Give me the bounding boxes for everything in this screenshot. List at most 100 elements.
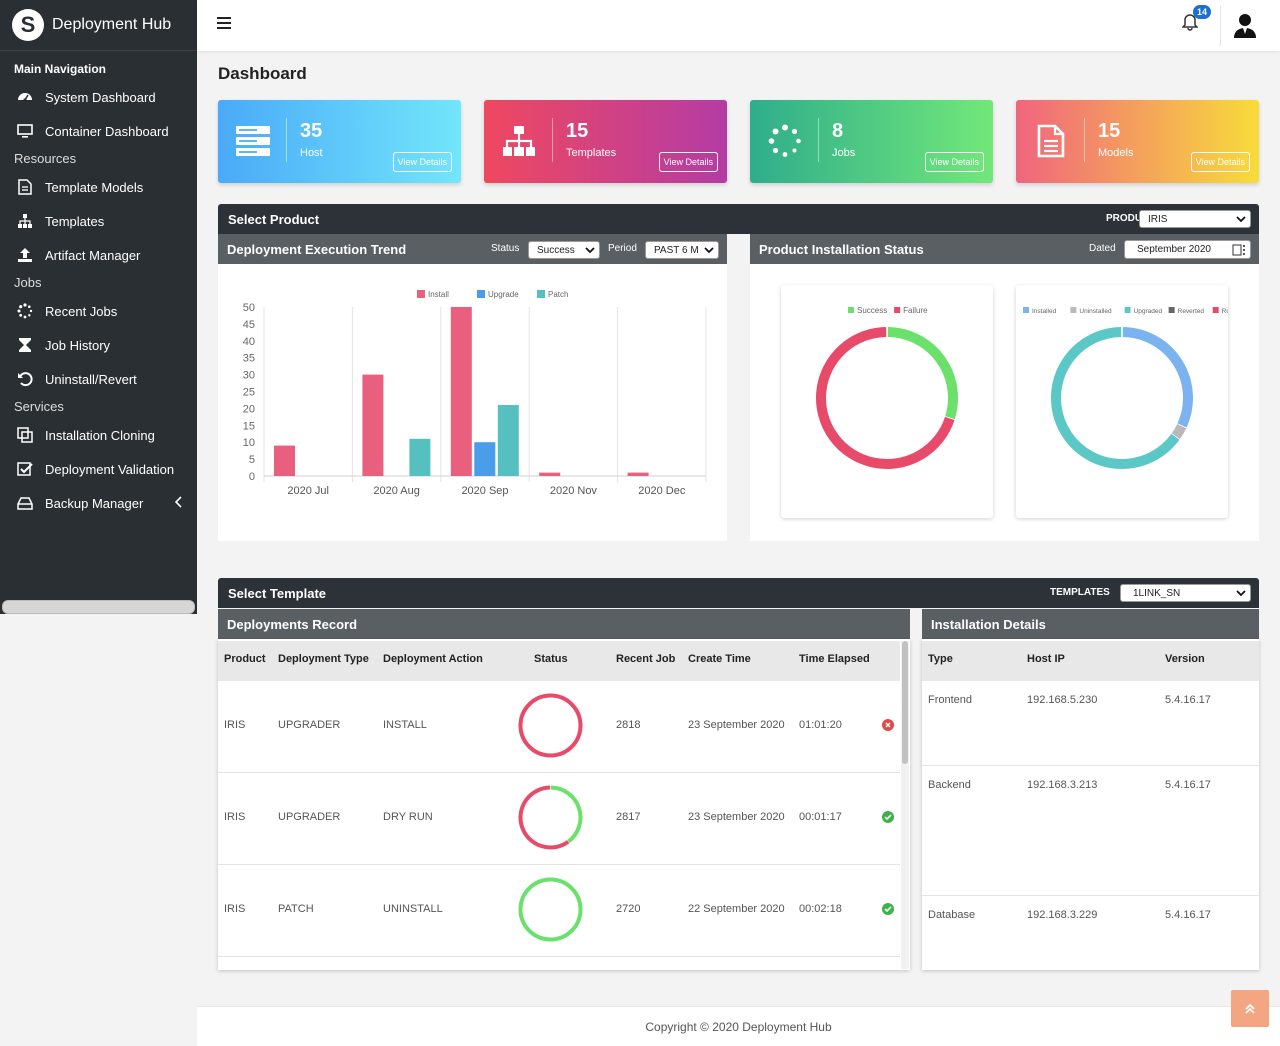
sidebar-scrollbar[interactable] xyxy=(2,600,195,614)
row-divider xyxy=(218,864,900,865)
cell-product: IRIS xyxy=(224,719,246,731)
legend-swatch xyxy=(417,290,425,298)
legend-label: Patch xyxy=(548,290,568,299)
cell-action: UNINSTALL xyxy=(383,903,443,915)
topbar xyxy=(197,0,1280,51)
dated-label: Dated xyxy=(1089,243,1116,254)
legend-swatch xyxy=(477,290,485,298)
sidebar-item-label: Deployment Validation xyxy=(45,461,175,477)
template-select[interactable]: 1LINK_SN xyxy=(1120,584,1251,602)
sidebar-item-backup-manager[interactable]: Backup Manager xyxy=(0,486,197,520)
sidebar-item-deployment-validation[interactable]: Deployment Validation xyxy=(0,452,197,486)
legend-label: Reverted xyxy=(1178,308,1205,315)
y-tick-label: 0 xyxy=(249,471,255,483)
sidebar-item-template-models[interactable]: Template Models xyxy=(0,170,197,204)
calendar-icon[interactable] xyxy=(1232,244,1246,259)
donut-segment xyxy=(886,327,958,420)
bar xyxy=(409,438,431,476)
install-status-title: Product Installation Status xyxy=(759,242,924,257)
row-divider xyxy=(218,956,900,957)
y-tick-label: 35 xyxy=(243,353,255,365)
column-header: Time Elapsed xyxy=(799,653,870,665)
card-separator xyxy=(552,118,553,162)
cell-type: UPGRADER xyxy=(278,719,341,731)
check-circle-icon xyxy=(882,903,894,915)
sidebar-item-label: Installation Cloning xyxy=(45,427,155,443)
success-failure-card: Success Failure xyxy=(781,285,993,518)
legend-swatch xyxy=(1023,307,1029,313)
date-picker[interactable]: September 2020 xyxy=(1124,240,1251,259)
status-ring xyxy=(518,785,583,850)
cell-job: 2818 xyxy=(616,719,641,731)
menu-toggle-icon[interactable] xyxy=(217,17,231,31)
period-select[interactable]: PAST 6 M xyxy=(645,241,719,259)
status-label: Status xyxy=(491,243,520,254)
x-tick-label: 2020 Nov xyxy=(550,485,598,497)
legend-label: Rollback xyxy=(1222,308,1228,315)
sidebar-item-system-dashboard[interactable]: System Dashboard xyxy=(0,80,197,114)
bar xyxy=(450,307,472,476)
chevron-left-icon[interactable] xyxy=(174,496,183,511)
sidebar-item-container-dashboard[interactable]: Container Dashboard xyxy=(0,114,197,148)
chevron-down-icon xyxy=(1236,215,1246,226)
cell-version: 5.4.16.17 xyxy=(1165,694,1211,706)
copyright-text: Copyright © 2020 Deployment Hub xyxy=(645,1020,832,1034)
sidebar-item-recent-jobs[interactable]: Recent Jobs xyxy=(0,294,197,328)
sidebar-item-label: Uninstall/Revert xyxy=(45,371,137,387)
sidebar-item-label: Container Dashboard xyxy=(45,123,169,139)
view-details-button[interactable]: View Details xyxy=(392,152,452,172)
sidebar-item-label: Job History xyxy=(45,337,111,353)
legend-swatch xyxy=(1168,307,1175,313)
cell-ip: 192.168.5.230 xyxy=(1027,694,1098,706)
view-details-button[interactable]: View Details xyxy=(658,152,718,172)
records-scroll-track[interactable] xyxy=(901,641,909,969)
sidebar-item-label: Template Models xyxy=(45,179,144,195)
product-label: PRODUCT xyxy=(1106,213,1156,224)
check-circle-icon xyxy=(882,811,894,823)
brand[interactable]: S Deployment Hub xyxy=(0,0,197,51)
view-details-button[interactable]: View Details xyxy=(924,152,984,172)
records-title: Deployments Record xyxy=(227,617,358,632)
sidebar-item-label: Backup Manager xyxy=(45,495,144,511)
y-tick-label: 20 xyxy=(243,403,255,415)
column-header: Product xyxy=(224,653,266,665)
brand-title: Deployment Hub xyxy=(52,16,172,33)
status-ring xyxy=(518,877,583,942)
sidebar-item-templates[interactable]: Templates xyxy=(0,204,197,238)
user-avatar-icon[interactable] xyxy=(1232,12,1258,43)
card-label: Models xyxy=(1098,147,1134,159)
legend-label: Upgrade xyxy=(488,290,519,299)
cell-elapsed: 00:02:18 xyxy=(799,903,842,915)
product-select[interactable]: IRIS xyxy=(1139,210,1251,228)
row-divider xyxy=(922,895,1259,896)
x-tick-label: 2020 Aug xyxy=(373,485,420,497)
bar xyxy=(497,405,519,476)
sidebar-item-uninstall-revert[interactable]: Uninstall/Revert xyxy=(0,362,197,396)
sidebar: S Deployment Hub Main Navigation System … xyxy=(0,0,197,614)
column-header: Type xyxy=(928,653,953,665)
sidebar-item-installation-cloning[interactable]: Installation Cloning xyxy=(0,418,197,452)
column-header: Host IP xyxy=(1027,653,1065,665)
y-tick-label: 10 xyxy=(243,437,255,449)
cell-version: 5.4.16.17 xyxy=(1165,779,1211,791)
records-scroll-thumb[interactable] xyxy=(902,641,908,764)
legend-label: Success xyxy=(857,306,887,315)
nav-section-resources: Resources xyxy=(14,151,77,166)
sidebar-item-artifact-manager[interactable]: Artifact Manager xyxy=(0,238,197,272)
card-models: 15 Models View Details xyxy=(1016,100,1259,183)
cell-version: 5.4.16.17 xyxy=(1165,909,1211,921)
sidebar-item-job-history[interactable]: Job History xyxy=(0,328,197,362)
column-header: Recent Job xyxy=(616,653,676,665)
x-tick-label: 2020 Jul xyxy=(287,485,329,497)
sidebar-item-label: Artifact Manager xyxy=(45,247,141,263)
view-details-button[interactable]: View Details xyxy=(1190,152,1250,172)
bell-icon[interactable] xyxy=(1181,13,1199,36)
cell-ip: 192.168.3.229 xyxy=(1027,909,1098,921)
legend-label: Install xyxy=(428,290,449,299)
legend-label: Uninstalled xyxy=(1079,308,1112,315)
chevron-down-icon xyxy=(1236,589,1246,600)
y-tick-label: 5 xyxy=(249,454,255,466)
status-select[interactable]: Success xyxy=(528,241,600,259)
cell-type: UPGRADER xyxy=(278,811,341,823)
scroll-top-button[interactable] xyxy=(1231,990,1269,1027)
